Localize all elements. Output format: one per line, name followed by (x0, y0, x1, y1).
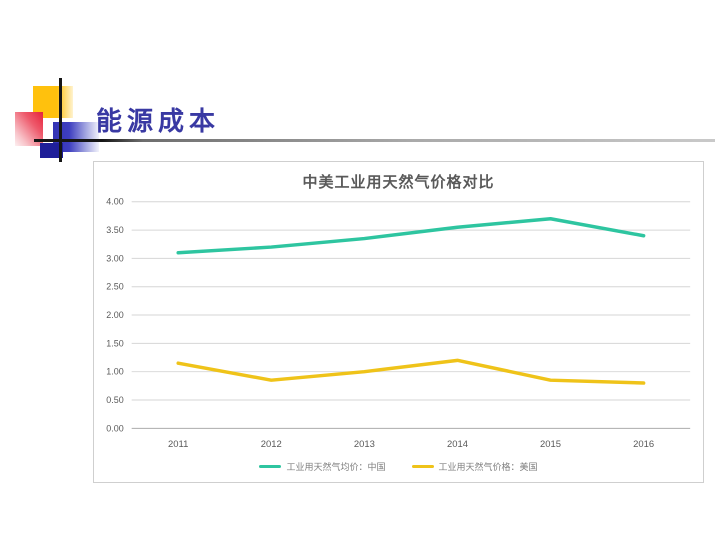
y-axis-tick-label: 1.50 (106, 338, 123, 348)
legend-item-usa: 工业用天然气价格：美国 (411, 460, 538, 473)
y-axis-tick-label: 4.00 (106, 197, 123, 207)
legend-label: 工业用天然气价格：美国 (438, 462, 538, 472)
slide-title: 能源成本 (96, 107, 221, 137)
y-axis-tick-label: 0.00 (106, 423, 123, 433)
x-axis-tick-label: 2012 (261, 439, 282, 450)
y-axis-tick-label: 3.00 (106, 253, 123, 263)
x-axis-tick-label: 2016 (633, 439, 654, 450)
series-line-0 (176, 217, 646, 255)
legend-swatch (411, 464, 434, 469)
y-axis-tick-label: 1.00 (106, 367, 123, 377)
title-underline (34, 139, 715, 142)
y-axis-tick-label: 3.50 (106, 225, 123, 235)
x-axis-tick-label: 2015 (540, 439, 561, 450)
ornament-vertical-line (59, 78, 62, 162)
chart-legend: 工业用天然气均价：中国 工业用天然气价格：美国 (94, 460, 703, 473)
chart-container: 中美工业用天然气价格对比 0.00 0.50 1.00 1.50 2.00 2.50 3.0… (93, 161, 704, 483)
legend-label: 工业用天然气均价：中国 (286, 462, 386, 472)
ornament-navy-square (40, 143, 63, 158)
y-axis-tick-label: 2.50 (106, 282, 123, 292)
y-axis-tick-label: 2.00 (106, 310, 123, 320)
y-axis-tick-label: 0.50 (106, 395, 123, 405)
x-axis-tick-label: 2014 (447, 439, 468, 450)
legend-item-china: 工业用天然气均价：中国 (259, 460, 386, 473)
x-axis-tick-label: 2011 (168, 439, 188, 450)
legend-swatch (259, 464, 282, 469)
line-chart-plot: 0.00 0.50 1.00 1.50 2.00 2.50 3.00 3.50 4.00 2011… (106, 197, 691, 450)
x-axis-tick-label: 2013 (354, 439, 375, 450)
series-line-1 (176, 358, 646, 385)
chart-title: 中美工业用天然气价格对比 (302, 174, 495, 191)
